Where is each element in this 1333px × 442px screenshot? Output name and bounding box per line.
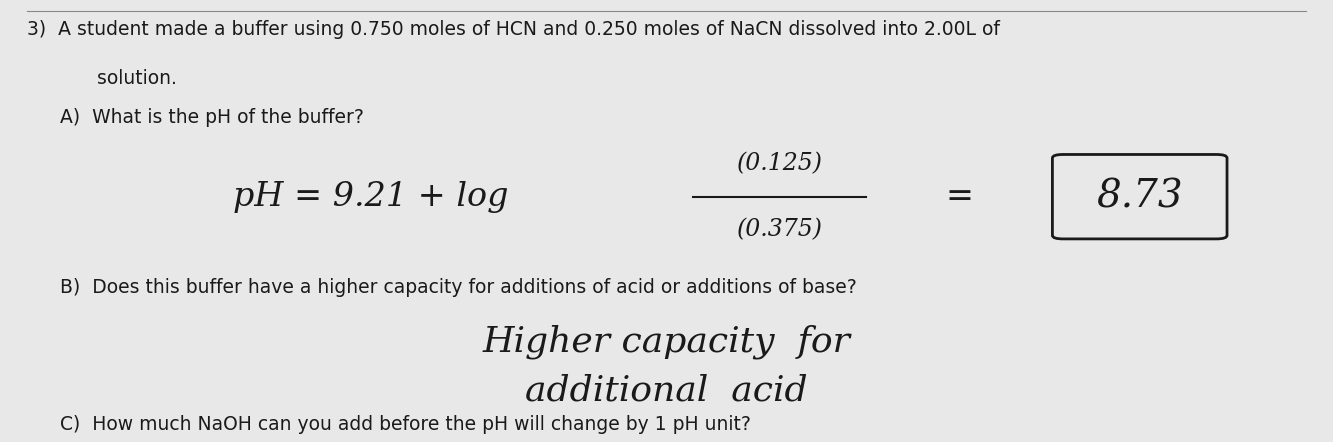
Text: A)  What is the pH of the buffer?: A) What is the pH of the buffer?: [60, 108, 364, 127]
Text: Higher capacity  for: Higher capacity for: [483, 325, 850, 359]
FancyBboxPatch shape: [1053, 154, 1226, 239]
Text: =: =: [945, 181, 974, 213]
Text: 8.73: 8.73: [1097, 178, 1182, 215]
Text: 3)  A student made a buffer using 0.750 moles of HCN and 0.250 moles of NaCN dis: 3) A student made a buffer using 0.750 m…: [27, 20, 1000, 39]
Text: (0.125): (0.125): [737, 152, 822, 175]
Text: (0.375): (0.375): [737, 218, 822, 241]
Text: additional  acid: additional acid: [525, 373, 808, 408]
Text: pH = 9.21 + log: pH = 9.21 + log: [233, 181, 509, 213]
Text: C)  How much NaOH can you add before the pH will change by 1 pH unit?: C) How much NaOH can you add before the …: [60, 415, 750, 434]
Text: B)  Does this buffer have a higher capacity for additions of acid or additions o: B) Does this buffer have a higher capaci…: [60, 278, 857, 297]
Text: solution.: solution.: [73, 69, 177, 88]
